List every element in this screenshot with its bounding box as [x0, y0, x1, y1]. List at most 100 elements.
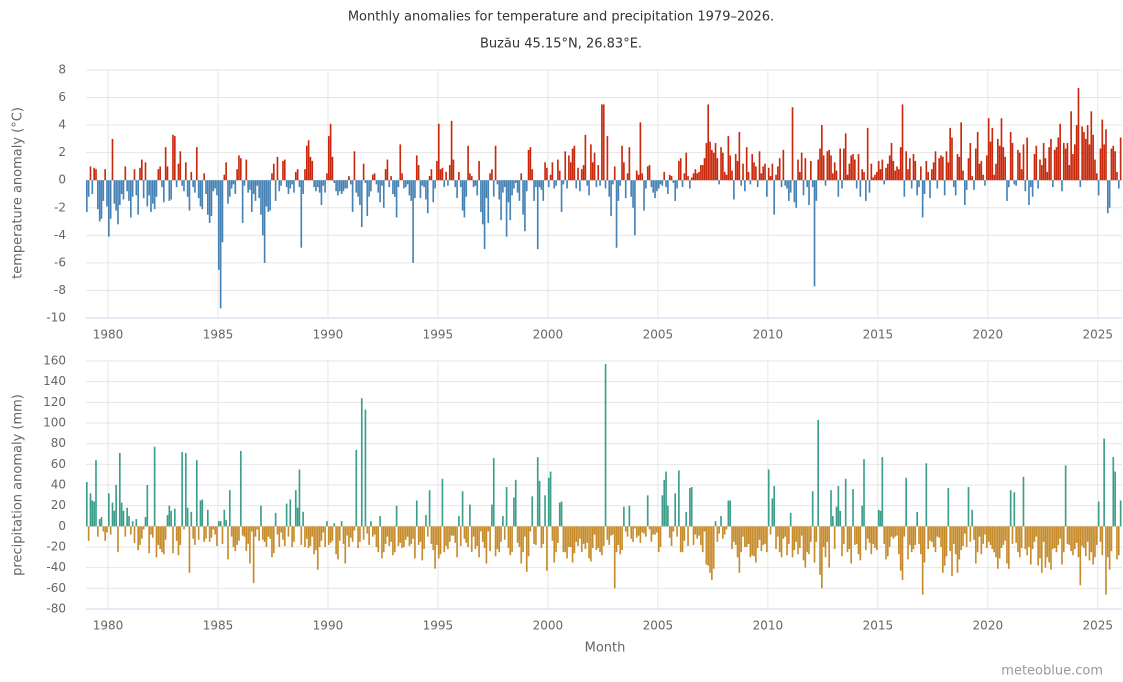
bar [841, 180, 843, 189]
bar [282, 160, 284, 181]
bar [903, 526, 906, 537]
bar [434, 180, 436, 189]
bar [384, 169, 387, 181]
bar [254, 180, 257, 201]
bar [960, 122, 962, 181]
bar [835, 506, 838, 527]
bar [126, 180, 128, 192]
bar [192, 526, 194, 539]
bar [113, 510, 116, 527]
bar [1024, 526, 1027, 550]
bar [452, 526, 455, 536]
bar [854, 159, 856, 181]
bar [720, 147, 722, 181]
bar [404, 180, 407, 188]
bar [318, 180, 321, 193]
bar [375, 180, 378, 185]
bar [646, 166, 649, 181]
bar [628, 147, 631, 181]
bar [489, 526, 491, 552]
bar [291, 526, 293, 547]
bar [1092, 134, 1094, 181]
bar [1068, 526, 1071, 545]
bar [516, 180, 519, 193]
bar [742, 526, 744, 537]
bar [722, 152, 724, 181]
bar [124, 166, 127, 181]
bar [901, 104, 904, 181]
bar [971, 176, 973, 181]
bar [837, 180, 840, 197]
bar [830, 155, 832, 181]
bar [645, 526, 647, 537]
bar [1108, 526, 1111, 570]
bar [315, 526, 317, 551]
bar [824, 180, 827, 186]
bar [474, 180, 477, 186]
bar [115, 485, 117, 527]
bar [626, 173, 629, 181]
bar [522, 526, 524, 553]
bar [368, 180, 370, 197]
bar [368, 526, 370, 545]
bar [780, 526, 783, 558]
bar [404, 526, 407, 540]
bar [129, 526, 132, 535]
bar [478, 526, 480, 558]
bar [157, 169, 160, 181]
bar [791, 107, 794, 181]
bar [403, 526, 405, 547]
bar [370, 180, 372, 192]
bar [610, 526, 612, 536]
bar [1101, 526, 1104, 556]
bar [485, 180, 488, 199]
bar [767, 167, 770, 181]
bar [773, 180, 776, 215]
bar [833, 526, 836, 550]
bar [359, 180, 361, 206]
bar [276, 156, 279, 181]
bar [758, 151, 761, 181]
bar [802, 180, 805, 196]
bar [316, 526, 319, 570]
bar [529, 147, 532, 181]
bar [175, 526, 178, 541]
bar [626, 526, 629, 537]
bar [564, 151, 567, 181]
bar [624, 180, 627, 199]
bar [267, 180, 270, 212]
bar [258, 180, 260, 199]
bar [619, 526, 622, 555]
bar [465, 526, 468, 543]
bar [217, 180, 220, 270]
bar [678, 160, 680, 181]
bar [991, 127, 994, 181]
bar [1039, 526, 1041, 559]
bar [762, 526, 765, 545]
bar [874, 174, 876, 181]
bar [597, 165, 600, 181]
bar [667, 180, 669, 194]
bar [1026, 137, 1028, 181]
bar [1002, 147, 1005, 181]
bar [333, 180, 336, 183]
x-tick-label: 1980 [93, 619, 124, 633]
bar [505, 487, 508, 527]
bar [1002, 526, 1005, 545]
bar [542, 180, 545, 201]
bar [371, 526, 374, 537]
bar [580, 169, 583, 181]
bar [547, 477, 550, 527]
bar [96, 180, 99, 210]
bar [612, 180, 614, 185]
bar [447, 526, 449, 550]
bar [498, 526, 501, 553]
bar [931, 169, 933, 181]
bar [646, 495, 649, 527]
bar [692, 173, 695, 181]
bar [989, 141, 992, 181]
bar [146, 180, 149, 207]
bar [645, 180, 647, 189]
bar [590, 144, 592, 181]
bar [89, 493, 92, 527]
